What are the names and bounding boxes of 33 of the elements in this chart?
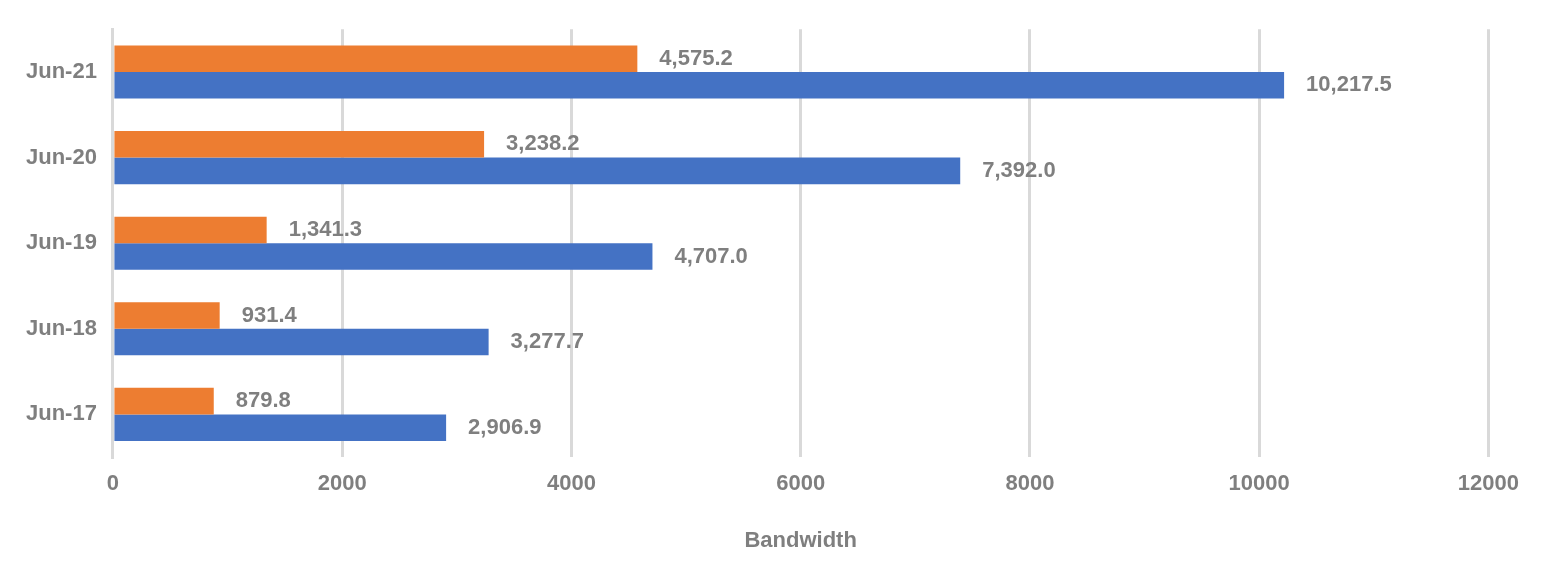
data-label: 4,575.2 <box>659 44 733 70</box>
data-label: 931.4 <box>241 301 298 327</box>
data-label: 3,238.2 <box>506 130 580 156</box>
x-tick-label: 2000 <box>317 470 367 496</box>
bar <box>114 243 653 270</box>
data-label: 879.8 <box>235 387 291 413</box>
x-tick-label: 0 <box>106 470 120 496</box>
y-tick-label: Jun-21 <box>25 58 97 84</box>
y-tick-label: Jun-18 <box>25 314 97 340</box>
bar <box>114 387 214 415</box>
x-tick-label: 4000 <box>546 470 596 496</box>
data-label: 1,341.3 <box>288 215 363 241</box>
bar <box>114 72 1285 99</box>
x-tick-label: 12000 <box>1457 470 1520 496</box>
data-label: 3,277.7 <box>510 328 585 354</box>
bar <box>114 45 638 72</box>
data-label: 7,392.0 <box>982 156 1056 182</box>
x-tick-label: 8000 <box>1005 470 1055 496</box>
y-tick-label: Jun-19 <box>25 229 97 255</box>
y-tick-label: Jun-20 <box>25 143 97 169</box>
bar <box>114 302 220 329</box>
x-tick-label: 10000 <box>1228 470 1290 496</box>
y-tick-label: Jun-17 <box>25 400 97 426</box>
data-label: 2,906.9 <box>468 413 542 439</box>
data-label: 4,707.0 <box>674 242 748 268</box>
x-axis-title: Bandwidth <box>744 526 857 552</box>
x-tick-label: 6000 <box>776 470 826 496</box>
bar <box>114 414 447 441</box>
bar <box>114 157 961 185</box>
bar <box>114 216 267 244</box>
bar <box>114 131 485 158</box>
data-label: 10,217.5 <box>1306 71 1392 97</box>
bar <box>114 328 489 356</box>
